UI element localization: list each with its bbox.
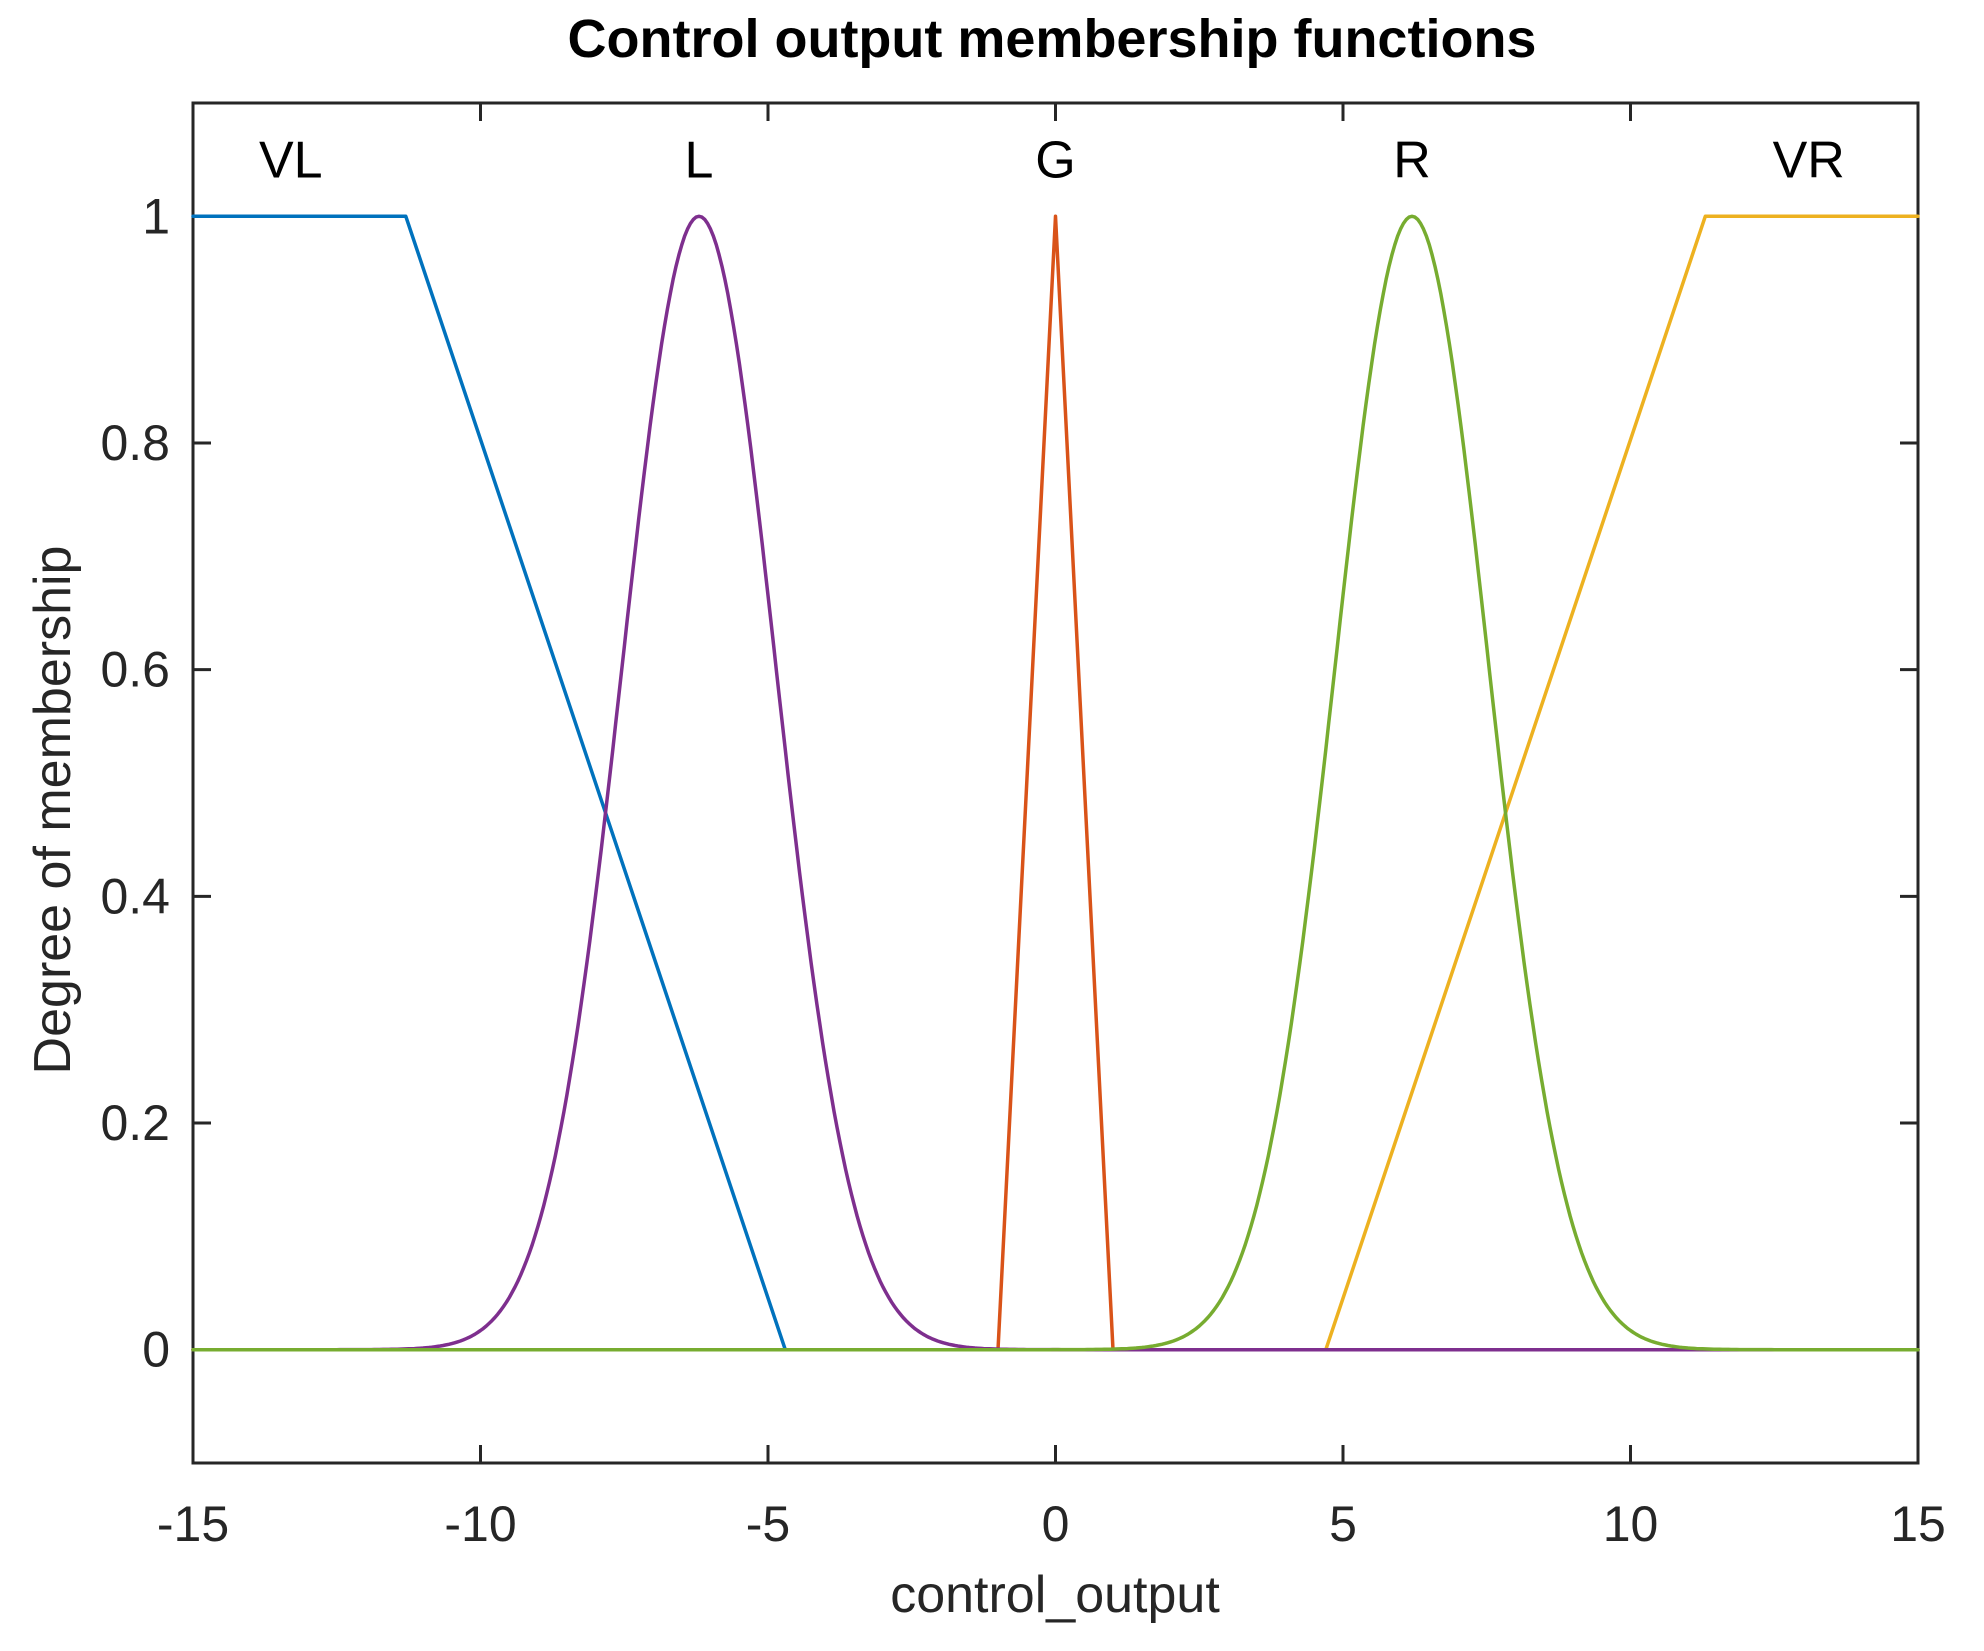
mf-curve-r <box>191 214 1920 1352</box>
y-tick-label: 1 <box>142 188 170 244</box>
mf-label-vl: VL <box>259 132 323 190</box>
y-tick-label: 0.4 <box>100 868 170 924</box>
axes-box <box>191 101 1920 1465</box>
mf-label-vr: VR <box>1773 132 1845 190</box>
x-tick-label: 5 <box>1329 1496 1357 1552</box>
x-tick-label: 0 <box>1042 1496 1070 1552</box>
mf-label-g: G <box>1035 132 1075 190</box>
x-tick-label: 10 <box>1603 1496 1659 1552</box>
x-tick-label: -10 <box>444 1496 516 1552</box>
plot-area: -15 -10 -5 0 5 10 15 0 0.2 0.4 0.6 0.8 1 VL G VR L R <box>100 101 1946 1552</box>
chart-title: Control output membership functions <box>568 9 1537 69</box>
mf-label-r: R <box>1393 132 1431 190</box>
y-tick-label: 0.2 <box>100 1095 170 1151</box>
x-tick-label: -15 <box>157 1496 229 1552</box>
mf-curve-l <box>191 214 1920 1352</box>
mf-curve-g <box>191 214 1920 1352</box>
y-tick-label: 0 <box>142 1322 170 1378</box>
x-axis-label: control_output <box>890 1566 1220 1624</box>
y-axis-label: Degree of membership <box>24 546 82 1075</box>
mf-label-l: L <box>685 132 714 190</box>
mf-curve-vl <box>191 214 1920 1352</box>
y-tick-label: 0.6 <box>100 642 170 698</box>
y-tick-label: 0.8 <box>100 415 170 471</box>
mf-curve-vr <box>191 214 1920 1352</box>
x-tick-label: 15 <box>1890 1496 1946 1552</box>
x-tick-label: -5 <box>746 1496 790 1552</box>
